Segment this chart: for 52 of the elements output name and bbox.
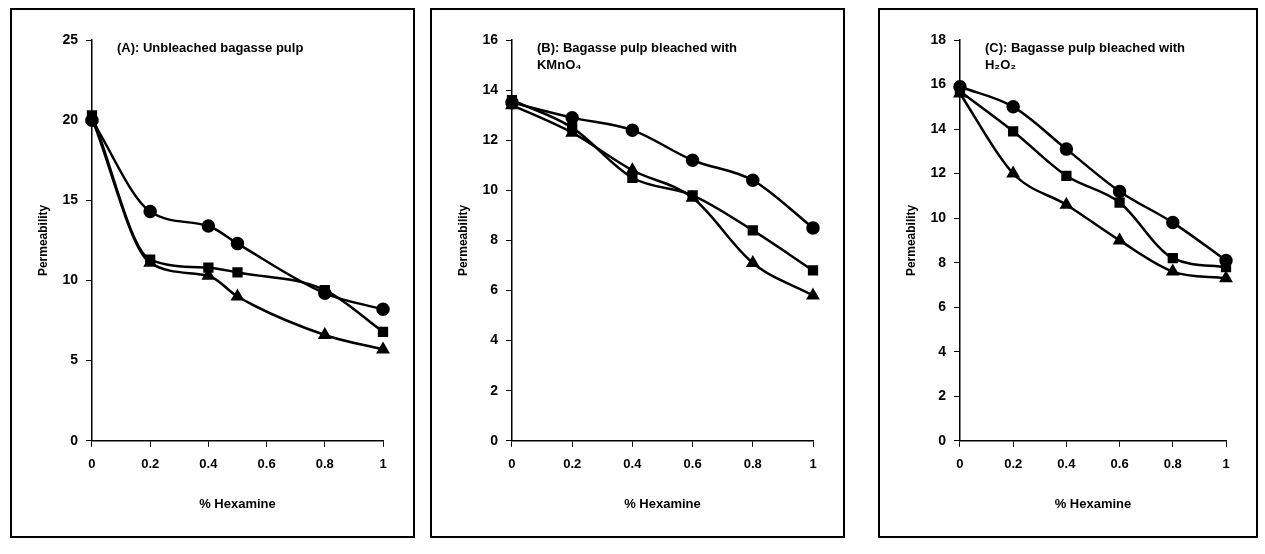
y-tick-label: 20 — [62, 111, 79, 128]
y-tick-label: 0 — [70, 431, 79, 448]
y-tick-label: 16 — [930, 75, 947, 92]
y-tick-label: 12 — [482, 131, 499, 148]
x-tick-label: 0.4 — [1057, 456, 1077, 472]
x-tick-label: 1 — [809, 456, 817, 472]
y-axis-title: Permeability — [455, 204, 470, 277]
y-tick-label: 2 — [490, 381, 499, 398]
y-tick-label: 8 — [938, 253, 947, 270]
x-tick-label: 1 — [1222, 456, 1230, 472]
x-tick-label: 0.2 — [141, 456, 160, 472]
y-tick-label: 14 — [482, 80, 499, 97]
x-tick-label: 0 — [88, 456, 96, 472]
y-axis-title: Permeability — [903, 204, 918, 277]
y-tick-label: 0 — [938, 431, 947, 448]
y-tick-label: 0 — [490, 431, 499, 448]
y-tick-label: 4 — [490, 331, 499, 348]
x-tick-label: 0.2 — [563, 456, 582, 472]
x-tick-label: 0 — [508, 456, 516, 472]
y-tick-label: 6 — [938, 298, 947, 315]
x-axis-title: % Hexamine — [1054, 495, 1132, 511]
x-tick-label: 0.6 — [257, 456, 276, 472]
y-tick-label: 4 — [938, 342, 947, 359]
x-tick-label: 1 — [379, 456, 387, 472]
chart-title: (A): Unbleached bagasse pulp — [116, 40, 304, 56]
x-tick-label: 0.4 — [623, 456, 643, 472]
y-tick-label: 18 — [930, 30, 947, 47]
y-tick-label: 14 — [930, 119, 947, 136]
x-tick-label: 0.2 — [1004, 456, 1023, 472]
x-axis-title: % Hexamine — [624, 495, 701, 511]
x-tick-label: 0.8 — [743, 456, 762, 472]
text: (C): Bagasse pulp bleached with H₂O₂ — [984, 40, 1186, 73]
x-tick-label: 0.6 — [683, 456, 702, 472]
x-tick-label: 0.4 — [199, 456, 219, 472]
y-axis-title: Permeability — [35, 204, 50, 277]
y-tick-label: 25 — [62, 30, 79, 47]
y-tick-label: 5 — [70, 351, 79, 368]
text: (B): Bagasse pulp bleached with KMnO₄ — [536, 40, 738, 73]
y-tick-label: 10 — [62, 271, 79, 288]
x-tick-label: 0.8 — [1163, 456, 1182, 472]
y-tick-label: 6 — [490, 281, 499, 298]
x-tick-label: 0.6 — [1110, 456, 1129, 472]
y-tick-label: 8 — [490, 231, 499, 248]
x-tick-label: 0 — [956, 456, 964, 472]
x-axis-title: % Hexamine — [199, 495, 276, 511]
y-tick-label: 2 — [938, 387, 947, 404]
y-tick-label: 15 — [62, 191, 79, 208]
x-tick-label: 0.8 — [315, 456, 334, 472]
y-tick-label: 16 — [482, 30, 499, 47]
y-tick-label: 10 — [482, 181, 499, 198]
y-tick-label: 10 — [930, 208, 947, 225]
y-tick-label: 12 — [930, 164, 947, 181]
